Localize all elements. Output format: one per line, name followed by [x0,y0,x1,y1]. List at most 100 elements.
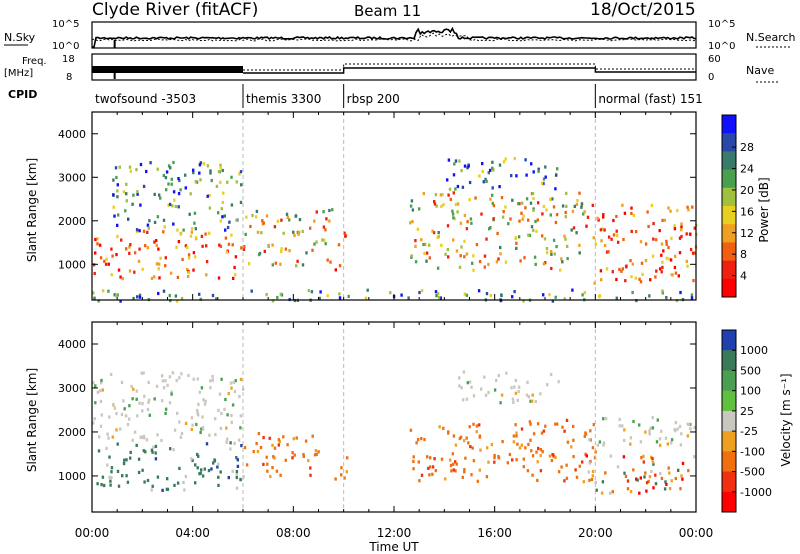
echo-cell [428,465,432,469]
echo-cell [493,460,496,464]
echo-cell [146,407,150,412]
echo-cell [581,460,584,464]
echo-cell [618,267,621,271]
echo-cell [252,450,255,454]
echo-cell [626,487,630,491]
echo-cell [217,475,220,479]
echo-cell [621,424,624,428]
echo-cell [217,169,221,173]
echo-cell [634,230,638,234]
echo-cell [650,469,653,474]
echo-cell [527,442,530,446]
echo-cell [664,436,668,440]
echo-cell [186,267,189,272]
colorbar-tick-label: -500 [740,466,765,479]
echo-cell [162,386,166,390]
echo-cell [540,181,544,186]
echo-cell [680,432,683,436]
echo-cell [467,164,470,168]
echo-cell [487,262,490,267]
echo-cell [125,458,128,462]
echo-cell [107,436,110,440]
echo-cell [296,259,299,263]
echo-cell [542,204,546,208]
echo-cell [680,225,683,229]
echo-cell [244,232,247,236]
echo-cell [516,442,519,446]
echo-cell [501,440,504,444]
echo-cell [555,173,558,177]
echo-cell [472,422,475,426]
echo-cell [551,299,555,303]
echo-cell [493,388,497,392]
echo-cell [132,193,135,197]
echo-cell [541,234,544,238]
echo-cell [172,160,175,165]
echo-cell [532,170,535,174]
echo-cell [311,248,314,252]
echo-cell [99,389,102,393]
echo-cell [141,468,144,472]
echo-cell [164,411,167,415]
echo-cell [265,455,268,459]
echo-cell [584,431,587,435]
echo-cell [143,244,147,248]
echo-cell [483,375,486,379]
echo-cell [112,403,115,407]
echo-cell [676,427,679,431]
echo-cell [240,444,243,448]
echo-cell [280,247,283,251]
echo-cell [209,379,212,383]
echo-cell [548,293,551,297]
echo-cell [535,229,538,233]
echo-cell [236,464,240,468]
y-tick-label: 1000 [58,470,86,483]
echo-cell [511,458,514,462]
echo-cell [218,243,221,247]
echo-cell [574,468,577,472]
echo-cell [588,478,591,482]
echo-cell [146,223,150,227]
echo-cell [501,215,505,219]
echo-cell [463,292,467,296]
echo-cell [651,460,655,464]
echo-cell [230,203,234,207]
colorbar-tick-label: -25 [740,425,758,438]
colorbar-swatch [722,471,736,493]
echo-cell [480,212,483,216]
colorbar-swatch [722,278,736,298]
echo-cell [515,434,518,438]
echo-cell [154,457,158,461]
echo-cell [208,193,211,197]
echo-cell [150,448,154,452]
echo-cell [514,423,517,427]
echo-cell [169,447,172,451]
echo-cell [548,454,552,458]
echo-cell [108,475,111,479]
echo-cell [410,254,413,258]
echo-cell [158,193,161,197]
echo-cell [570,228,573,232]
echo-cell [452,468,455,472]
echo-cell [150,488,153,492]
echo-cell [245,215,248,219]
echo-cell [552,205,556,209]
echo-cell [560,257,563,261]
echo-cell [644,242,648,246]
echo-cell [497,374,500,378]
echo-cell [469,445,472,449]
echo-cell [670,441,673,445]
echo-cell [219,180,222,184]
echo-cell [554,220,558,225]
echo-cell [271,243,274,247]
echo-cell [157,247,160,251]
echo-cell [133,270,136,274]
echo-cell [618,424,621,428]
y-tick-label: 1000 [58,258,86,271]
echo-cell [670,479,673,483]
echo-cell [192,251,196,255]
echo-cell [511,295,514,299]
echo-cell [575,231,578,235]
echo-cell [198,292,201,296]
